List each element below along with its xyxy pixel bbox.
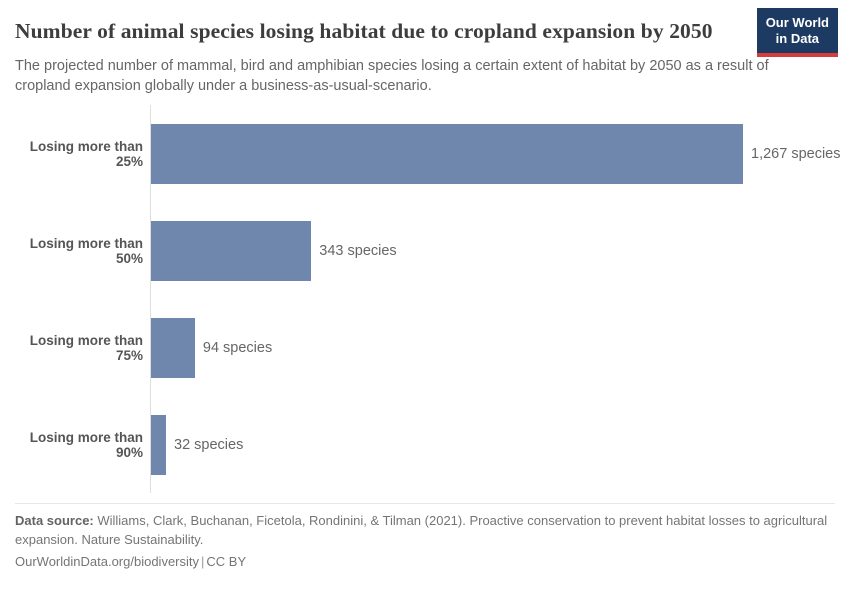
category-label: Losing more than 50%	[29, 235, 143, 266]
bar-chart: Losing more than 25% 1,267 species Losing …	[0, 105, 850, 493]
chart-footer: Data source: Williams, Clark, Buchanan, …	[15, 503, 835, 569]
bar[interactable]	[151, 414, 166, 475]
value-label: 1,267 species	[751, 145, 841, 162]
value-label: 94 species	[202, 339, 273, 356]
value-label: 32 species	[174, 436, 244, 453]
bar-area: 94 species	[150, 299, 850, 396]
bar[interactable]	[151, 317, 195, 378]
license-link[interactable]: CC BY	[206, 554, 247, 569]
chart-title: Number of animal species losing habitat …	[15, 19, 713, 43]
owid-url-link[interactable]: OurWorldinData.org/biodiversity	[15, 554, 199, 569]
data-source: Data source: Williams, Clark, Buchanan, …	[15, 512, 835, 549]
bar-row: Losing more than 75% 94 species	[0, 299, 850, 396]
category-label: Losing more than 75%	[29, 332, 143, 363]
bar[interactable]	[151, 123, 743, 184]
bar[interactable]	[151, 220, 312, 281]
logo-line-2: in Data	[775, 31, 820, 46]
logo-line-1: Our World	[765, 15, 829, 30]
pipe-separator: |	[201, 554, 205, 569]
bar-area: 32 species	[150, 396, 850, 493]
category-label: Losing more than 90%	[29, 429, 143, 460]
value-label: 343 species	[319, 242, 397, 259]
bar-row: Losing more than 90% 32 species	[0, 396, 850, 493]
chart-subtitle: The projected number of mammal, bird and…	[15, 58, 769, 94]
data-source-text: Williams, Clark, Buchanan, Ficetola, Ron…	[15, 513, 828, 547]
bar-row: Losing more than 25% 1,267 species	[0, 105, 850, 202]
bar-area: 343 species	[150, 202, 850, 299]
owid-logo[interactable]: Our World in Data	[756, 8, 838, 57]
chart-header: Number of animal species losing habitat …	[0, 0, 850, 96]
bar-area: 1,267 species	[150, 105, 850, 202]
citation-line: OurWorldinData.org/biodiversity | CC BY	[15, 554, 835, 569]
data-source-label: Data source:	[15, 513, 94, 528]
category-label: Losing more than 25%	[29, 138, 143, 169]
bar-row: Losing more than 50% 343 species	[0, 202, 850, 299]
